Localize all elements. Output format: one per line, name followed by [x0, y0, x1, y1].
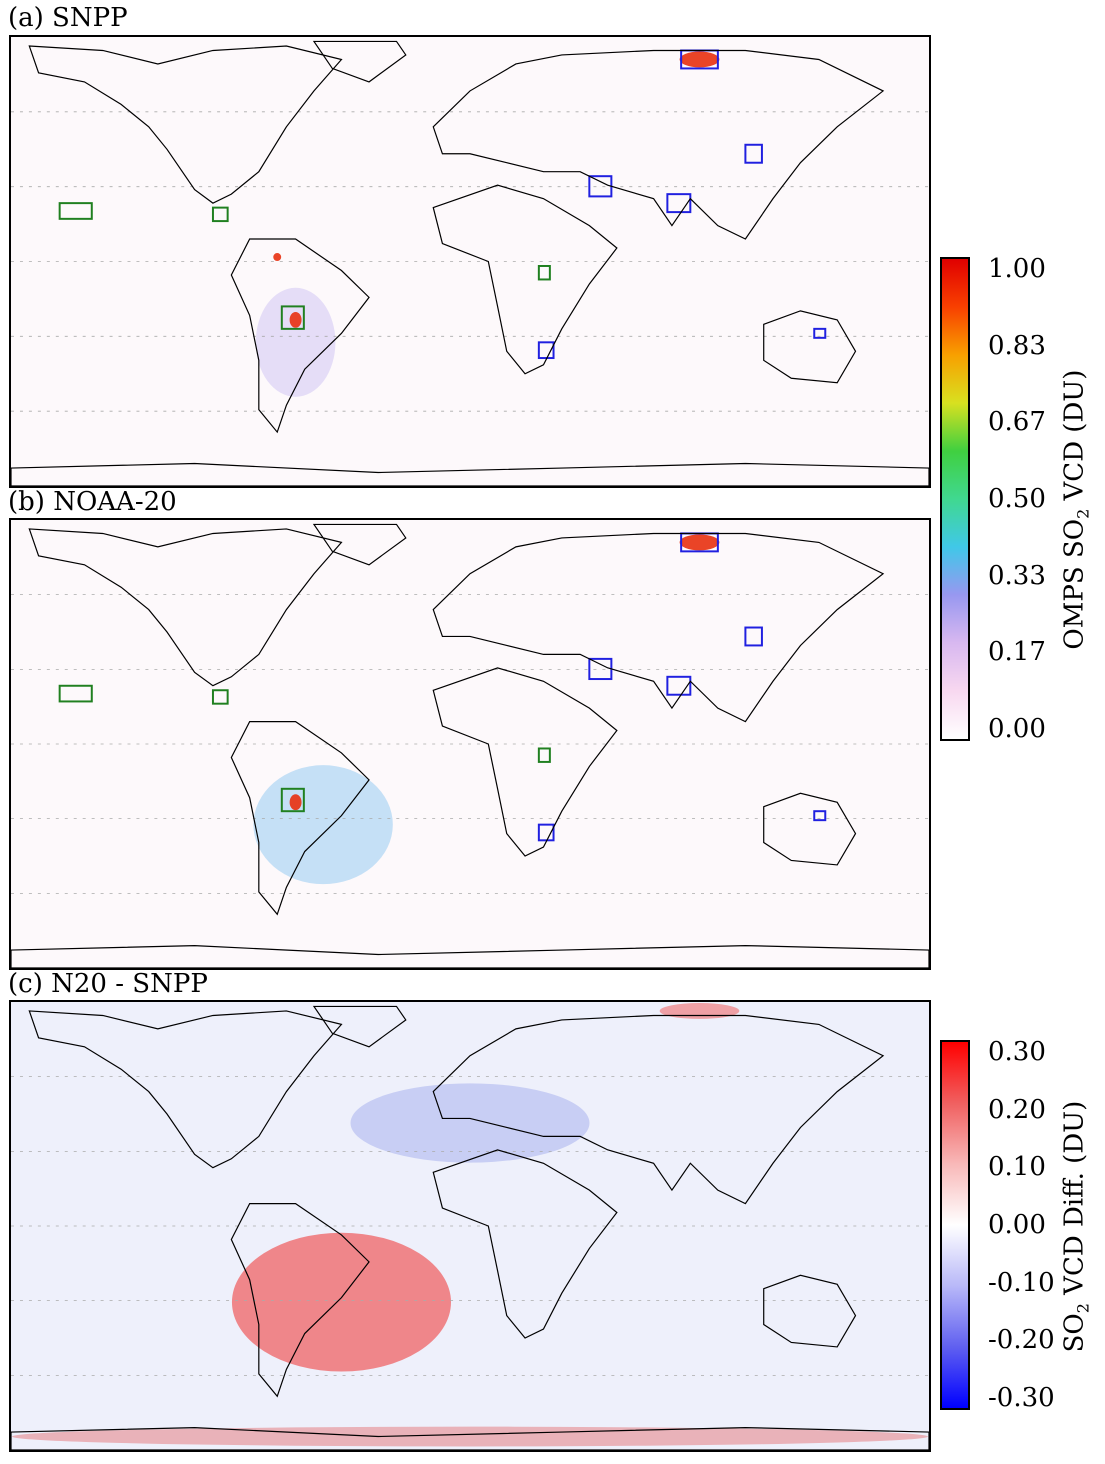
source-region-box [537, 341, 555, 360]
source-region-box [537, 264, 551, 281]
map-plot-noaa20 [11, 523, 929, 968]
map-plot-difference [11, 1003, 929, 1450]
coastline-eurasia [432, 532, 885, 723]
panel-a-title: (a) SNPP [8, 3, 128, 33]
source-region-box [58, 684, 93, 703]
colorbar-tick-label: 0.17 [988, 637, 1046, 668]
source-region-box [744, 626, 763, 647]
colorbar-tick-label: 0.10 [988, 1152, 1046, 1183]
so2-hotspot-norilsk [679, 51, 720, 68]
coastline-africa [432, 1149, 618, 1339]
colorbar-tick-label: 0.00 [988, 714, 1046, 744]
source-region-box [211, 206, 229, 223]
coastline-greenland [312, 523, 407, 566]
difference-polar-noise [11, 1426, 929, 1447]
coastline-antarctica [11, 945, 929, 968]
coastline-north_america [28, 528, 343, 687]
colorbar-tick-label: 0.67 [988, 407, 1046, 438]
source-region-box [537, 747, 551, 763]
coastline-south_america [230, 721, 370, 916]
colorbar-tick-label: 1.00 [988, 254, 1046, 284]
colorbar-tick-label: -0.30 [988, 1383, 1055, 1413]
panel-c-title: (c) N20 - SNPP [8, 969, 208, 999]
map-panel-snpp [9, 35, 931, 488]
coastline-antarctica [11, 462, 929, 486]
coastline-australia [763, 1274, 857, 1348]
coastline-south_america [230, 238, 370, 434]
source-region-box [280, 787, 305, 813]
colorbar-tick-label: 0.20 [988, 1094, 1046, 1125]
coastline-africa [432, 184, 618, 375]
difference-negative-eurasia [350, 1083, 590, 1163]
coastline-north_america [28, 45, 343, 204]
so2-plume-south-america [253, 765, 393, 885]
map-panel-difference [9, 1000, 931, 1452]
source-region-box [588, 175, 613, 198]
so2-hotspot-norilsk [679, 534, 720, 551]
colorbar-tick-label: -0.10 [988, 1267, 1055, 1298]
source-region-box [211, 689, 229, 705]
source-region-box [280, 305, 305, 330]
coastline-australia [763, 310, 857, 384]
colorbar-tick-label: -0.20 [988, 1325, 1055, 1356]
map-plot-snpp [11, 40, 929, 486]
colorbar-difference-title: SO2 VCD Diff. (DU) [1059, 1100, 1093, 1353]
coastline-antarctica [11, 1427, 929, 1450]
coastline-australia [763, 792, 857, 866]
colorbar-tick-label: 0.50 [988, 484, 1046, 514]
coastline-south_america [230, 1203, 370, 1398]
colorbar-vcd-title: OMPS SO2 VCD (DU) [1059, 369, 1093, 650]
colorbar-tick-label: 0.33 [988, 560, 1046, 591]
source-region-box [813, 327, 827, 339]
source-region-box [588, 657, 613, 681]
difference-positive-south-america [231, 1232, 452, 1372]
source-region-box [58, 202, 93, 220]
coastline-africa [432, 667, 618, 857]
so2-hotspot-peru [289, 311, 302, 328]
source-region-box [813, 810, 827, 822]
source-region-box [666, 675, 692, 696]
colorbar-vcd [940, 257, 970, 741]
colorbar-tick-label: 0.83 [988, 330, 1046, 361]
colorbar-tick-label: 0.00 [988, 1210, 1046, 1240]
so2-hotspot-ecuador [273, 253, 282, 261]
source-region-box [744, 143, 763, 164]
so2-plume-south-america [255, 287, 336, 397]
source-region-box [537, 823, 555, 842]
colorbar-difference [940, 1040, 970, 1410]
so2-hotspot-peru [289, 794, 302, 811]
coastline-greenland [312, 40, 407, 83]
coastline-eurasia [432, 49, 885, 240]
map-panel-noaa20 [9, 518, 931, 970]
coastline-north_america [28, 1010, 343, 1169]
source-region-box [666, 193, 692, 214]
panel-b-title: (b) NOAA-20 [8, 487, 177, 517]
coastline-greenland [312, 1005, 407, 1048]
colorbar-tick-label: 0.30 [988, 1037, 1046, 1067]
coastline-eurasia [432, 1014, 885, 1205]
difference-positive-arctic [659, 1003, 740, 1019]
